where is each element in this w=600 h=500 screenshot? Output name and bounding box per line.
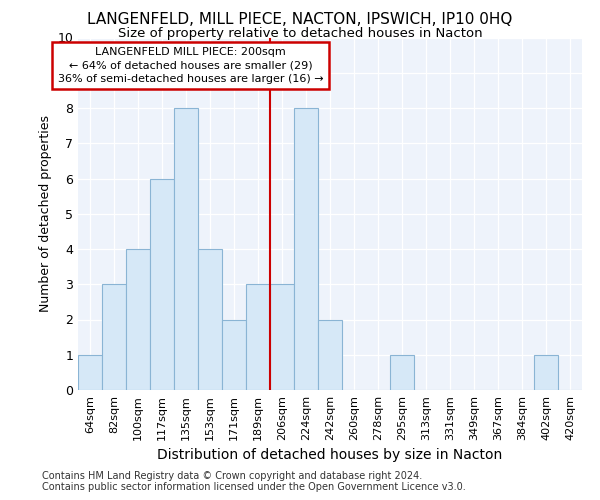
Text: Size of property relative to detached houses in Nacton: Size of property relative to detached ho… xyxy=(118,28,482,40)
Bar xyxy=(102,284,126,390)
Bar xyxy=(390,355,414,390)
Y-axis label: Number of detached properties: Number of detached properties xyxy=(39,116,52,312)
Bar xyxy=(174,108,198,390)
X-axis label: Distribution of detached houses by size in Nacton: Distribution of detached houses by size … xyxy=(157,448,503,462)
Bar xyxy=(534,355,558,390)
Text: Contains HM Land Registry data © Crown copyright and database right 2024.
Contai: Contains HM Land Registry data © Crown c… xyxy=(42,471,466,492)
Bar xyxy=(294,108,318,390)
Bar xyxy=(78,355,102,390)
Bar xyxy=(318,320,342,390)
Text: LANGENFELD, MILL PIECE, NACTON, IPSWICH, IP10 0HQ: LANGENFELD, MILL PIECE, NACTON, IPSWICH,… xyxy=(88,12,512,26)
Text: LANGENFELD MILL PIECE: 200sqm
← 64% of detached houses are smaller (29)
36% of s: LANGENFELD MILL PIECE: 200sqm ← 64% of d… xyxy=(58,48,323,84)
Bar xyxy=(246,284,270,390)
Bar xyxy=(126,249,150,390)
Bar xyxy=(150,178,174,390)
Bar xyxy=(198,249,222,390)
Bar xyxy=(222,320,246,390)
Bar xyxy=(270,284,294,390)
